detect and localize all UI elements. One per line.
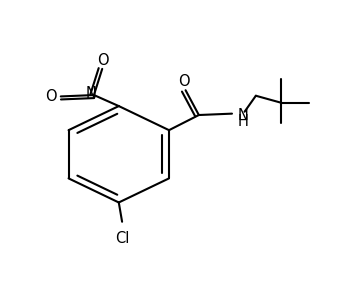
Text: O: O xyxy=(178,74,190,89)
Text: O: O xyxy=(97,53,109,67)
Text: N: N xyxy=(85,86,96,101)
Text: H: H xyxy=(238,114,249,129)
Text: N: N xyxy=(238,108,249,123)
Text: O: O xyxy=(45,89,57,104)
Text: Cl: Cl xyxy=(115,231,129,246)
